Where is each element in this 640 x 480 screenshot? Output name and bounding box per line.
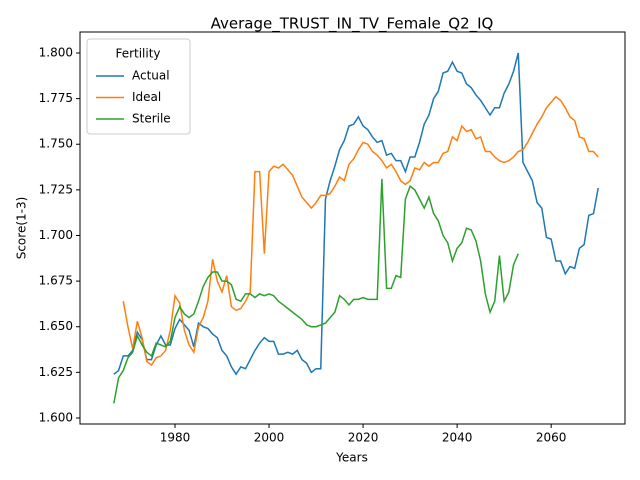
- x-tick-label: 2020: [348, 431, 379, 445]
- x-tick-label: 2000: [254, 431, 285, 445]
- y-tick-label: 1.775: [39, 91, 73, 105]
- legend-label: Ideal: [132, 90, 161, 104]
- series-line: [113, 178, 519, 404]
- legend-label: Actual: [132, 69, 170, 83]
- y-tick-label: 1.675: [39, 274, 73, 288]
- y-tick-label: 1.650: [39, 319, 73, 333]
- y-tick-label: 1.625: [39, 365, 73, 379]
- x-tick-label: 2040: [442, 431, 473, 445]
- series-line: [113, 52, 599, 376]
- y-axis-label: Score(1-3): [15, 197, 29, 260]
- y-tick-label: 1.600: [39, 410, 73, 424]
- plot-frame: [79, 31, 626, 425]
- x-axis-label: Years: [335, 451, 368, 465]
- y-tick-label: 1.700: [39, 228, 73, 242]
- y-tick-label: 1.750: [39, 137, 73, 151]
- x-tick-label: 1980: [160, 431, 191, 445]
- x-tick-label: 2060: [536, 431, 567, 445]
- legend-title: Fertility: [115, 47, 160, 61]
- series-line: [122, 95, 599, 367]
- legend-box: [86, 38, 191, 135]
- y-tick-label: 1.800: [39, 45, 73, 59]
- y-tick-label: 1.725: [39, 182, 73, 196]
- chart-title: Average_TRUST_IN_TV_Female_Q2_IQ: [211, 15, 494, 34]
- legend-label: Sterile: [132, 112, 171, 126]
